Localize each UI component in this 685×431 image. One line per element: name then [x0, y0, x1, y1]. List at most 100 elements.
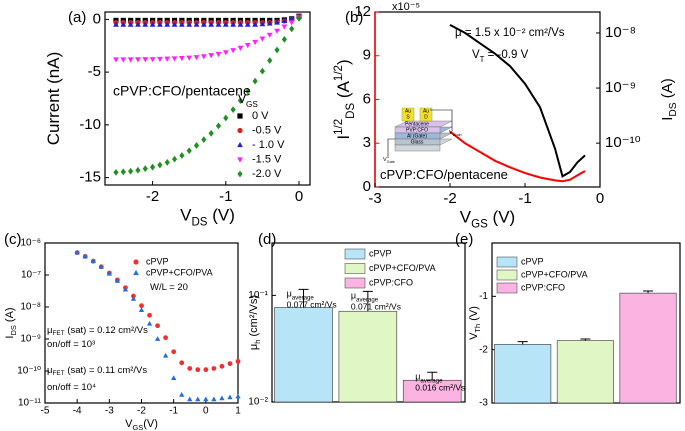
y-tick-label: -15	[79, 169, 101, 186]
marker	[281, 24, 288, 30]
text-part: DS	[345, 103, 357, 119]
text-part: average	[356, 297, 379, 304]
y-tick-label: 10⁻²	[248, 397, 268, 408]
marker	[274, 19, 280, 25]
text-part: GS	[246, 100, 258, 109]
marker	[288, 15, 295, 21]
marker	[193, 142, 200, 149]
marker	[274, 46, 280, 54]
legend-label: -0.5 V	[252, 124, 282, 136]
y-tick-label: -3	[479, 398, 488, 409]
marker	[235, 358, 241, 364]
marker	[187, 396, 193, 402]
legend-label: cPVP:CFO	[521, 282, 565, 292]
annotation: cPVP:CFO/pentacene	[113, 83, 251, 99]
legend-swatch	[496, 282, 518, 294]
x-tick-label: -2	[146, 188, 159, 205]
inset-label: S	[406, 114, 410, 120]
marker	[171, 349, 177, 355]
y2-axis-label: IDS (A)	[659, 78, 679, 121]
marker	[252, 77, 258, 85]
marker	[274, 28, 280, 34]
x-tick-label: -1	[169, 406, 178, 417]
marker	[157, 21, 163, 27]
marker	[208, 21, 215, 27]
electrode	[419, 107, 433, 122]
marker	[227, 361, 233, 367]
marker	[235, 393, 241, 399]
curve	[449, 130, 586, 183]
x-tick-label: 0	[596, 190, 604, 207]
inset-label: PVP:CFO	[406, 127, 428, 133]
text-part: μ	[248, 344, 260, 350]
inset-label: VDrain	[449, 130, 462, 137]
marker	[200, 21, 207, 27]
text-part: (sat) = 0.11 cm²/Vs	[65, 365, 148, 376]
marker	[138, 307, 145, 313]
marker	[219, 363, 225, 369]
text-part: μ	[47, 325, 52, 336]
y2-tick-label: 10⁻⁹	[605, 79, 636, 96]
marker	[237, 97, 244, 104]
x-tick-label: 0	[203, 406, 209, 417]
panel-label: (b)	[345, 9, 363, 26]
marker	[223, 114, 229, 122]
marker	[281, 36, 287, 43]
marker	[237, 21, 244, 27]
marker	[203, 396, 209, 402]
wire	[387, 138, 395, 158]
marker	[120, 57, 127, 63]
x-tick-label: -1	[518, 190, 531, 207]
legend-label: -2.0 V	[252, 168, 282, 180]
panel-label: (e)	[455, 231, 473, 248]
marker	[193, 55, 200, 61]
value-label: 0.071 cm²/Vs	[351, 302, 401, 312]
marker	[164, 21, 171, 27]
y-tick-label: 3	[363, 134, 371, 151]
text-part: V	[180, 206, 192, 225]
marker	[179, 21, 185, 27]
legend-label: -1.5 V	[252, 153, 282, 165]
marker	[244, 21, 251, 27]
marker	[186, 21, 193, 27]
y-tick-label: 10⁻¹	[248, 290, 268, 301]
marker	[135, 166, 141, 174]
x-tick-label: -3	[105, 406, 114, 417]
text-part: Drain	[453, 133, 462, 137]
text-part: = -0.9 V	[484, 49, 528, 61]
text-part: cPVP:CFO/pentacene	[380, 167, 508, 182]
text-part: DS	[9, 325, 18, 335]
marker	[127, 57, 134, 63]
annotation: on/off = 10³	[47, 339, 95, 350]
marker	[266, 32, 273, 38]
device-layer	[394, 144, 441, 152]
marker	[211, 396, 217, 402]
y2-tick-label: 10⁻⁸	[605, 24, 636, 41]
wire	[430, 109, 453, 130]
text-part: (A)	[4, 307, 16, 325]
marker	[74, 249, 80, 255]
x-tick-label: -5	[41, 406, 50, 417]
y-tick-label: -10	[79, 116, 101, 133]
x-axis-label: VDS (V)	[180, 206, 235, 229]
error-bar	[643, 290, 654, 294]
marker	[157, 56, 163, 63]
y-axis-label: μh (cm²/Vs)	[248, 295, 263, 350]
bar-caption: μaverage	[351, 291, 379, 304]
error-bar	[580, 338, 591, 341]
text-part: T	[480, 55, 485, 64]
text-part: μ = 1.5 x 10⁻² cm²/Vs	[455, 27, 565, 39]
x-tick-label: -4	[73, 406, 82, 417]
marker	[186, 147, 192, 155]
marker	[171, 21, 178, 27]
x-tick-label: 1	[235, 406, 241, 417]
scale-label: x10⁻⁵	[392, 1, 420, 13]
x-tick-label: -1	[219, 188, 232, 205]
text-part: (A)	[659, 78, 676, 102]
text-part: 1/2	[333, 119, 345, 135]
text-part: (V)	[468, 306, 480, 324]
inset-label: Al (Gate)	[407, 133, 427, 139]
marker	[252, 21, 258, 27]
marker	[142, 21, 149, 27]
x-tick-label: 0	[295, 188, 303, 205]
